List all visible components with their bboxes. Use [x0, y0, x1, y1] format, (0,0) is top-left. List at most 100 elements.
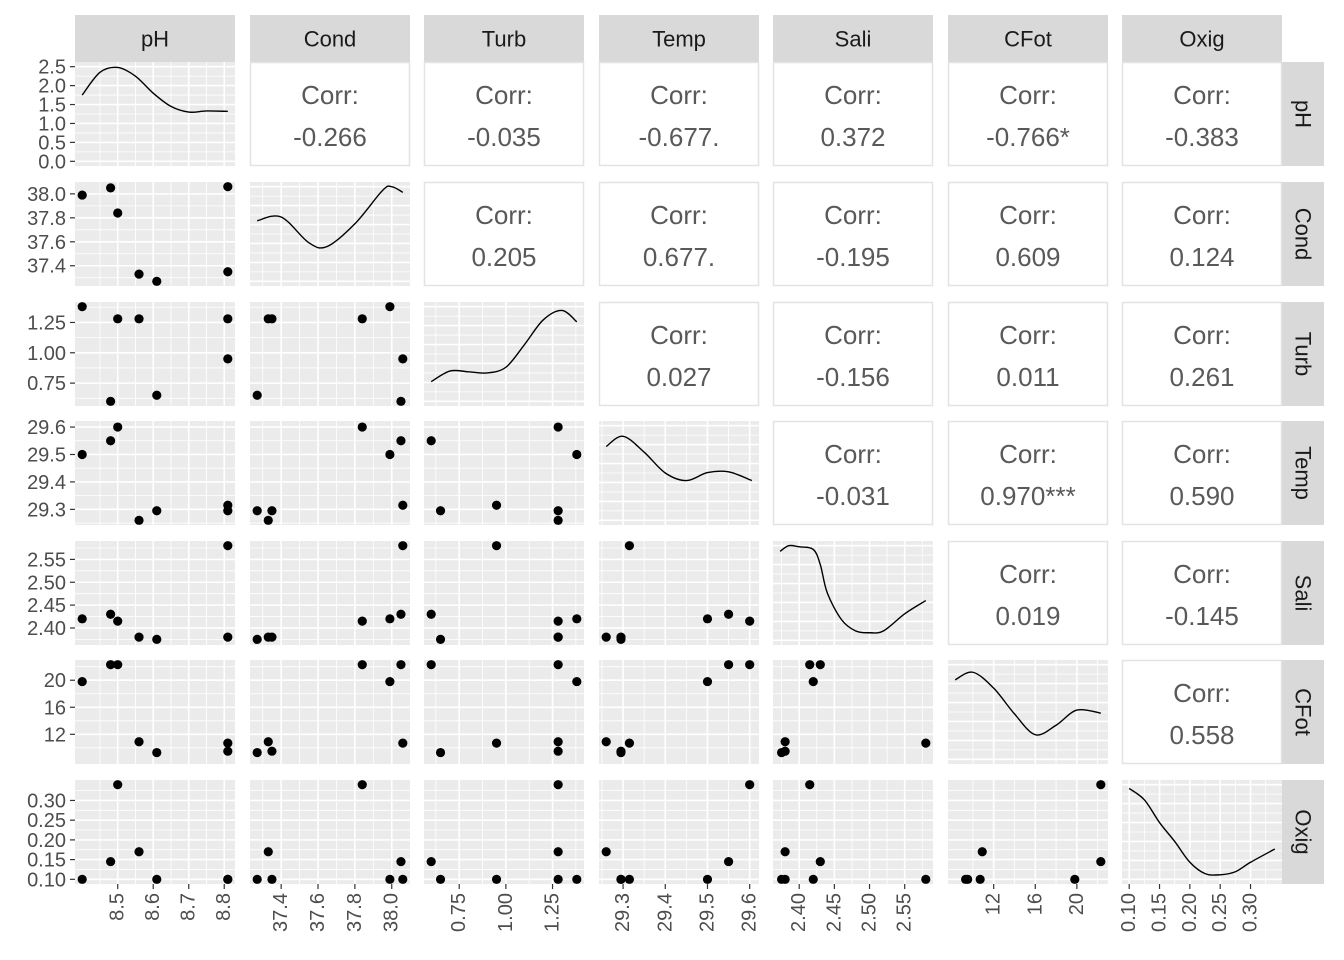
row-strip-label-sali: Sali: [1291, 575, 1316, 612]
corr-label: Corr:: [475, 200, 533, 230]
data-point: [553, 515, 563, 525]
y-tick-label: 1.00: [27, 343, 66, 365]
corr-panel-border: [947, 181, 1109, 287]
data-point: [223, 314, 233, 324]
data-point: [553, 874, 563, 884]
panel-background: [773, 660, 933, 764]
y-tick-label: 37.4: [27, 256, 66, 278]
data-point: [553, 746, 563, 756]
column-strip: [773, 15, 933, 62]
corr-value: -0.031: [816, 481, 890, 511]
data-point: [223, 541, 233, 551]
data-point: [77, 190, 87, 200]
panel-sali-cond: [250, 541, 410, 645]
data-point: [426, 660, 436, 670]
x-tick-label: 0.10: [1118, 893, 1140, 932]
x-tick-label: 2.45: [823, 893, 845, 932]
data-point: [385, 614, 395, 624]
x-tick-label: 0.20: [1179, 893, 1201, 932]
data-point: [113, 422, 123, 432]
y-tick-label: 0.25: [27, 810, 66, 832]
data-point: [106, 609, 116, 619]
data-point: [267, 632, 277, 642]
corr-panel-border: [249, 61, 411, 167]
panel-oxig-temp: [599, 780, 759, 884]
data-point: [723, 660, 734, 670]
data-point: [977, 847, 987, 857]
corr-label: Corr:: [824, 200, 882, 230]
data-point: [267, 506, 277, 516]
data-point: [134, 515, 144, 525]
data-point: [553, 616, 563, 626]
density-curve-temp: [605, 435, 753, 482]
x-tick-label: 0.15: [1149, 893, 1171, 932]
data-point: [113, 208, 123, 218]
row-strip-label-turb: Turb: [1291, 332, 1316, 376]
row-strip: [1282, 660, 1324, 764]
data-point: [223, 182, 233, 192]
y-tick-label: 2.45: [27, 595, 66, 617]
panel-ph-temp: Corr: -0.677.: [598, 61, 760, 167]
corr-panel-border: [947, 301, 1109, 407]
x-tick-label: 8.7: [178, 893, 200, 921]
y-tick-label: 2.5: [38, 57, 66, 79]
data-point: [426, 609, 436, 619]
x-tick-label: 8.5: [107, 893, 129, 921]
data-point: [252, 390, 262, 400]
panel-oxig-cond: [250, 780, 410, 884]
corr-value: -0.195: [816, 242, 890, 272]
row-strip: [1282, 182, 1324, 286]
data-point: [553, 422, 563, 432]
y-tick-label: 1.5: [38, 95, 66, 117]
y-tick-label: 16: [44, 697, 66, 719]
data-point: [223, 746, 233, 756]
data-point: [223, 874, 233, 884]
data-point: [963, 874, 973, 884]
data-point: [553, 632, 563, 642]
data-point: [223, 267, 233, 277]
panel-temp-cond: [250, 421, 410, 525]
data-point: [106, 436, 116, 446]
panel-cfot-cfot: [948, 660, 1108, 764]
y-tick-label: 2.50: [27, 572, 66, 594]
data-point: [152, 874, 162, 884]
data-point: [106, 660, 116, 670]
data-point: [357, 422, 367, 432]
data-point: [398, 354, 408, 364]
data-point: [805, 780, 815, 790]
corr-panel-border: [772, 181, 934, 287]
corr-label: Corr:: [650, 80, 708, 110]
panel-temp-turb: [424, 421, 584, 525]
data-point: [134, 632, 144, 642]
y-tick-label: 0.15: [27, 850, 66, 872]
data-point: [106, 396, 116, 406]
data-point: [263, 737, 273, 747]
row-strip: [1282, 302, 1324, 406]
data-point: [223, 738, 233, 748]
corr-value: -0.145: [1165, 601, 1239, 631]
y-tick-label: 0.20: [27, 830, 66, 852]
panel-cfot-sali: [773, 660, 933, 764]
panel-turb-sali: Corr: -0.156: [772, 301, 934, 407]
data-point: [396, 660, 406, 670]
y-tick-label: 0.5: [38, 132, 66, 154]
corr-panel-border: [947, 540, 1109, 646]
panel-ph-sali: Corr: 0.372: [772, 61, 934, 167]
corr-value: 0.970***: [980, 481, 1075, 511]
panel-sali-sali: [773, 541, 933, 645]
data-point: [252, 747, 262, 758]
data-point: [808, 676, 818, 687]
x-tick-label: 12: [983, 893, 1005, 915]
x-tick-label: 20: [1066, 893, 1088, 915]
data-point: [223, 506, 233, 516]
data-point: [975, 874, 985, 884]
corr-label: Corr:: [824, 80, 882, 110]
data-point: [702, 874, 713, 884]
data-point: [808, 874, 818, 884]
corr-panel-border: [423, 181, 585, 287]
data-point: [223, 354, 233, 364]
data-point: [572, 874, 582, 884]
panel-oxig-turb: [424, 780, 584, 884]
panel-oxig-sali: [773, 780, 933, 884]
